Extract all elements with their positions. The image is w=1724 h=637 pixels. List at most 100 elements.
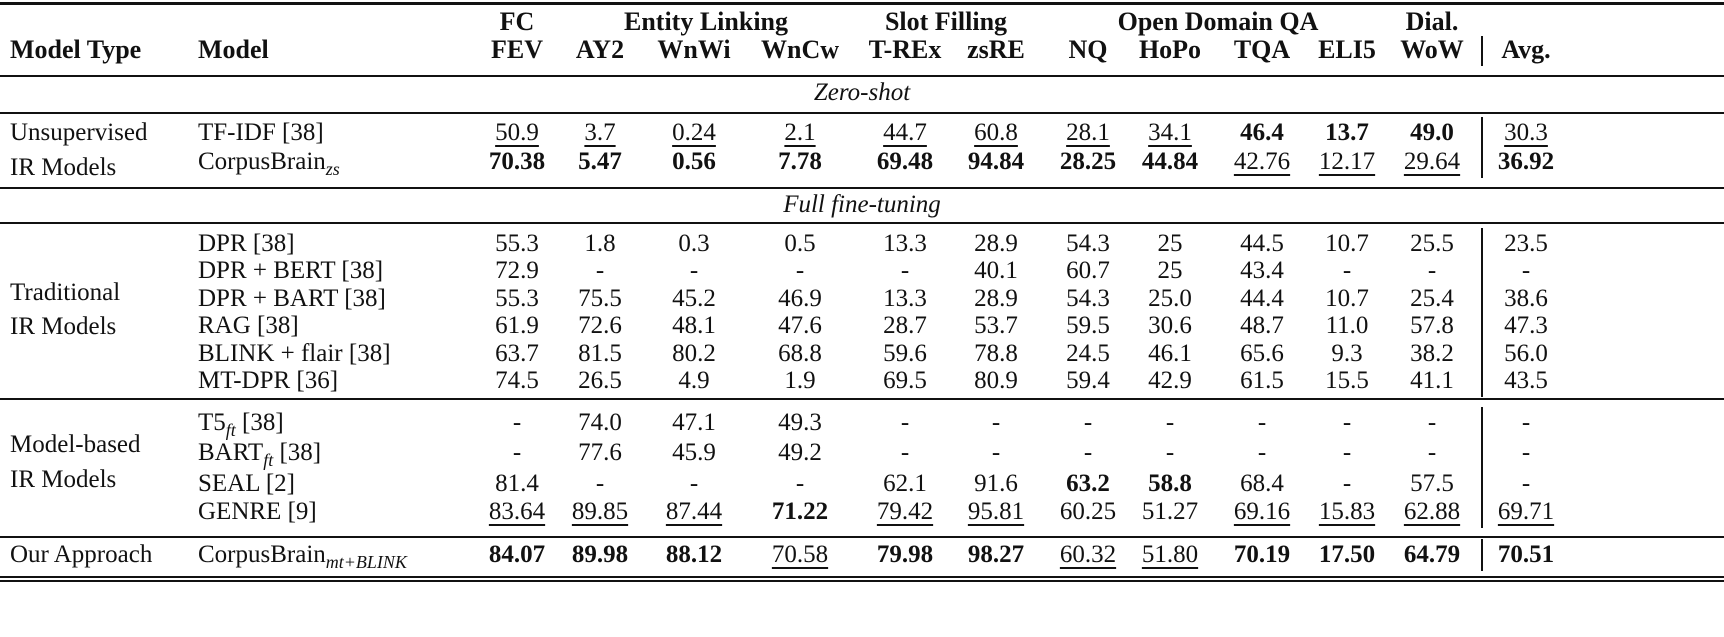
model-name: DPR [38] bbox=[198, 230, 295, 257]
table-cell: 28.9 bbox=[974, 230, 1018, 257]
table-cell: 50.9 bbox=[495, 119, 539, 146]
group-rule bbox=[0, 398, 1724, 400]
table-cell: 11.0 bbox=[1325, 312, 1369, 339]
table-cell: 34.1 bbox=[1148, 119, 1192, 146]
model-name: BARTft [38] bbox=[198, 439, 322, 470]
table-cell: 5.47 bbox=[578, 148, 622, 175]
model-name: DPR + BERT [38] bbox=[198, 257, 384, 284]
table-cell: - bbox=[795, 470, 805, 497]
section-rule bbox=[0, 222, 1724, 224]
table-cell: 58.8 bbox=[1148, 470, 1192, 497]
model-type-label: IR Models bbox=[10, 313, 117, 340]
table-cell: - bbox=[900, 257, 910, 284]
table-cell: - bbox=[1342, 439, 1352, 466]
header-column: AY2 bbox=[575, 35, 625, 64]
model-name: DPR + BART [38] bbox=[198, 285, 386, 312]
table-cell: 46.1 bbox=[1148, 340, 1192, 367]
header-column: T-REx bbox=[868, 35, 942, 64]
table-cell: 98.27 bbox=[967, 541, 1025, 568]
group-rule bbox=[0, 187, 1724, 189]
table-cell: 12.17 bbox=[1318, 148, 1376, 175]
table-cell: 60.25 bbox=[1059, 498, 1117, 525]
table-cell: - bbox=[900, 439, 910, 466]
table-cell: 70.19 bbox=[1233, 541, 1291, 568]
table-cell: - bbox=[1427, 409, 1437, 436]
table-cell: 63.2 bbox=[1066, 470, 1110, 497]
table-cell: 25.5 bbox=[1410, 230, 1454, 257]
table-cell: - bbox=[689, 470, 699, 497]
table-cell: 44.4 bbox=[1240, 285, 1284, 312]
table-cell: 68.8 bbox=[778, 340, 822, 367]
model-name: GENRE [9] bbox=[198, 498, 317, 525]
table-cell: 64.79 bbox=[1403, 541, 1461, 568]
model-subscript: zs bbox=[325, 159, 340, 179]
table-cell: - bbox=[1083, 439, 1093, 466]
table-cell: 55.3 bbox=[495, 285, 539, 312]
model-subscript: mt+BLINK bbox=[325, 552, 407, 572]
header-group: Dial. bbox=[1405, 7, 1459, 36]
table-cell: 10.7 bbox=[1325, 230, 1369, 257]
table-cell: 44.5 bbox=[1240, 230, 1284, 257]
header-rule bbox=[0, 75, 1724, 77]
model-type-label: IR Models bbox=[10, 466, 117, 493]
table-cell: 79.98 bbox=[876, 541, 934, 568]
table-cell: 68.4 bbox=[1240, 470, 1284, 497]
table-cell: 0.5 bbox=[784, 230, 816, 257]
table-cell: - bbox=[1342, 257, 1352, 284]
table-cell: 61.9 bbox=[495, 312, 539, 339]
table-cell: 26.5 bbox=[578, 367, 622, 394]
model-type-label: IR Models bbox=[10, 154, 117, 181]
table-cell: 15.83 bbox=[1318, 498, 1376, 525]
model-type-label: Model-based bbox=[10, 431, 141, 458]
table-cell: 89.98 bbox=[571, 541, 629, 568]
table-cell: 2.1 bbox=[784, 119, 816, 146]
table-cell: 81.4 bbox=[495, 470, 539, 497]
column-divider bbox=[1481, 539, 1483, 571]
table-cell: 65.6 bbox=[1240, 340, 1284, 367]
table-cell: 51.27 bbox=[1141, 498, 1199, 525]
table-cell: - bbox=[512, 409, 522, 436]
header-column: zsRE bbox=[967, 35, 1025, 64]
table-cell: 44.7 bbox=[883, 119, 927, 146]
table-cell: 89.85 bbox=[571, 498, 629, 525]
table-cell: 38.6 bbox=[1504, 285, 1548, 312]
top-rule bbox=[0, 2, 1724, 5]
table-cell: 60.7 bbox=[1066, 257, 1110, 284]
table-cell: 74.5 bbox=[495, 367, 539, 394]
table-cell: 44.84 bbox=[1141, 148, 1199, 175]
table-cell: 95.81 bbox=[967, 498, 1025, 525]
table-cell: 48.1 bbox=[672, 312, 716, 339]
header-model: Model bbox=[198, 35, 269, 64]
header-group: Open Domain QA bbox=[1117, 7, 1319, 36]
bottom-rule bbox=[0, 580, 1724, 582]
table-cell: 57.5 bbox=[1410, 470, 1454, 497]
table-cell: 46.4 bbox=[1240, 119, 1284, 146]
table-cell: 59.4 bbox=[1066, 367, 1110, 394]
table-cell: - bbox=[1257, 409, 1267, 436]
table-cell: 15.5 bbox=[1325, 367, 1369, 394]
table-cell: 42.9 bbox=[1148, 367, 1192, 394]
table-cell: 28.7 bbox=[883, 312, 927, 339]
table-cell: - bbox=[1427, 439, 1437, 466]
table-cell: 0.56 bbox=[672, 148, 716, 175]
model-name: RAG [38] bbox=[198, 312, 299, 339]
table-cell: 29.64 bbox=[1403, 148, 1461, 175]
section-rule bbox=[0, 112, 1724, 114]
table-cell: 47.3 bbox=[1504, 312, 1548, 339]
table-cell: 74.0 bbox=[578, 409, 622, 436]
header-column: WoW bbox=[1400, 35, 1464, 64]
section-title: Zero-shot bbox=[813, 79, 911, 106]
table-cell: 54.3 bbox=[1066, 230, 1110, 257]
table-cell: 72.9 bbox=[495, 257, 539, 284]
model-subscript: ft bbox=[263, 450, 274, 470]
table-cell: 1.8 bbox=[584, 230, 616, 257]
table-cell: 57.8 bbox=[1410, 312, 1454, 339]
header-column: HoPo bbox=[1138, 35, 1202, 64]
table-cell: - bbox=[1342, 470, 1352, 497]
table-cell: 25 bbox=[1157, 230, 1183, 257]
column-divider bbox=[1481, 36, 1483, 66]
table-cell: 56.0 bbox=[1504, 340, 1548, 367]
column-divider bbox=[1481, 117, 1483, 178]
header-group: Entity Linking bbox=[623, 7, 789, 36]
model-type-label: Traditional bbox=[10, 279, 121, 306]
